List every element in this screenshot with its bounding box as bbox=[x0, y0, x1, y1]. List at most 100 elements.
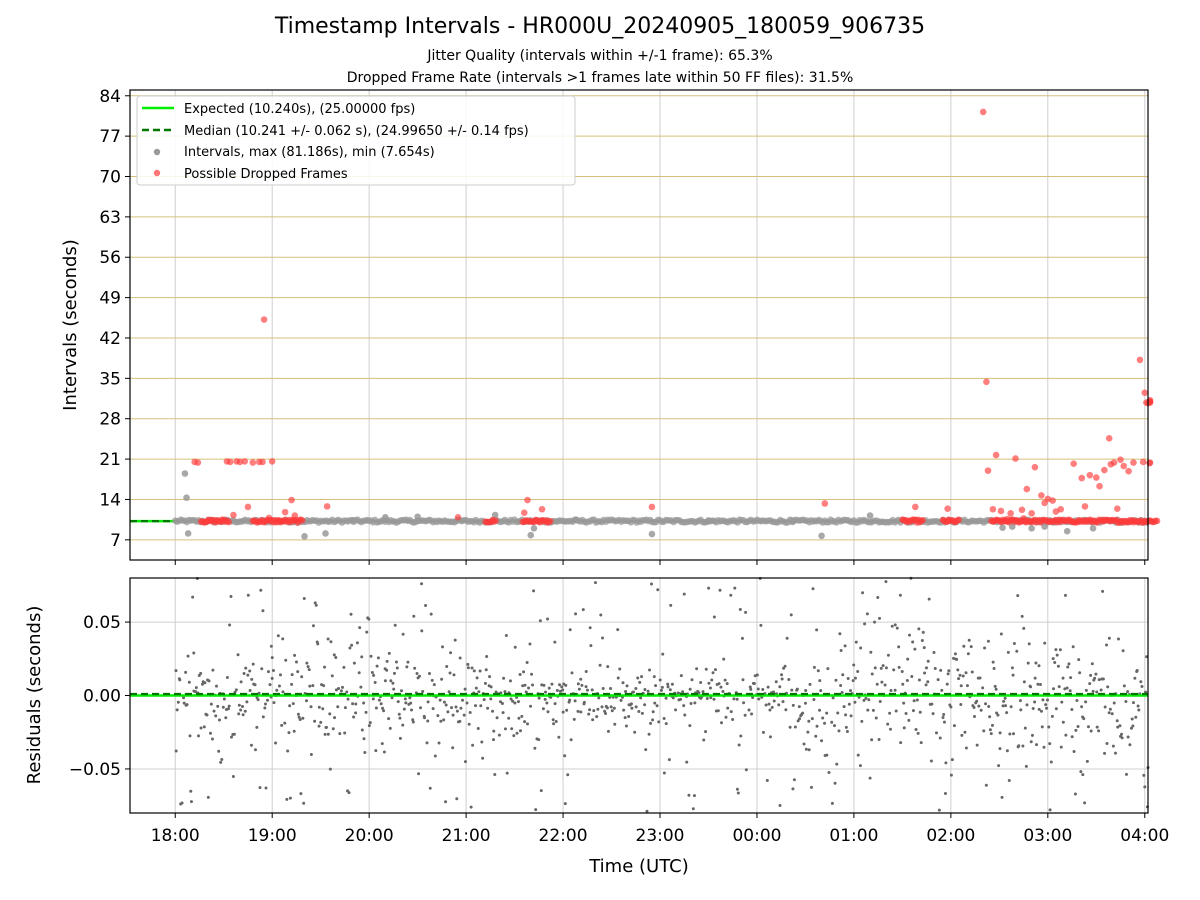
residual-point bbox=[1111, 744, 1115, 748]
residual-point bbox=[622, 708, 626, 712]
residual-point bbox=[691, 807, 695, 811]
residual-point bbox=[253, 748, 257, 752]
residual-point bbox=[716, 709, 720, 713]
residual-point bbox=[543, 697, 547, 701]
residual-point bbox=[674, 708, 678, 712]
residual-point bbox=[1016, 594, 1020, 598]
residual-point bbox=[503, 727, 507, 731]
residual-point bbox=[336, 705, 340, 709]
residual-point bbox=[768, 708, 772, 712]
residual-point bbox=[793, 725, 797, 729]
residual-point bbox=[1113, 751, 1117, 755]
residual-point bbox=[309, 753, 313, 757]
residual-point bbox=[840, 690, 844, 694]
residual-point bbox=[343, 731, 347, 735]
residual-point bbox=[472, 669, 476, 673]
dropped-frame-point bbox=[1130, 459, 1137, 466]
residual-point bbox=[629, 702, 633, 706]
residual-point bbox=[1039, 709, 1043, 713]
residual-point bbox=[893, 623, 897, 627]
residual-point bbox=[846, 676, 850, 680]
xtick-label: 20:00 bbox=[345, 826, 394, 846]
interval-point bbox=[866, 512, 874, 519]
residual-point bbox=[603, 709, 607, 713]
intervals-plot-frame bbox=[129, 89, 1149, 561]
residual-point bbox=[670, 682, 674, 686]
residual-point bbox=[1002, 699, 1006, 703]
dropped-frame-point bbox=[1049, 497, 1056, 504]
residual-point bbox=[329, 640, 333, 644]
residual-point bbox=[1010, 666, 1014, 670]
residual-point bbox=[955, 657, 959, 661]
residual-point bbox=[900, 669, 904, 673]
residual-point bbox=[564, 683, 568, 687]
dropped-frame-point bbox=[538, 505, 546, 513]
residual-point bbox=[299, 792, 303, 796]
residual-point bbox=[503, 690, 507, 694]
residual-point bbox=[856, 753, 860, 757]
residual-point bbox=[601, 687, 605, 691]
residual-point bbox=[537, 696, 541, 700]
residual-point bbox=[982, 729, 986, 733]
residual-point bbox=[978, 676, 982, 680]
residual-point bbox=[197, 673, 201, 677]
residual-point bbox=[923, 671, 927, 675]
residual-point bbox=[205, 713, 209, 717]
residual-point bbox=[709, 696, 713, 700]
residual-point bbox=[232, 732, 236, 736]
residuals-y-axis: −0.05 0.00 0.05 bbox=[69, 613, 130, 780]
residual-point bbox=[449, 651, 453, 655]
chart-title: Timestamp Intervals - HR000U_20240905_18… bbox=[274, 14, 926, 39]
residual-point bbox=[436, 714, 440, 718]
residual-point bbox=[266, 670, 270, 674]
residual-point bbox=[182, 696, 186, 700]
residual-point bbox=[712, 615, 716, 619]
residual-point bbox=[244, 666, 248, 670]
residual-point bbox=[832, 724, 836, 728]
residual-point bbox=[1129, 726, 1133, 730]
residual-point bbox=[983, 646, 987, 650]
residual-point bbox=[546, 710, 550, 714]
residual-point bbox=[943, 792, 947, 796]
residual-point bbox=[217, 749, 221, 753]
residual-point bbox=[1107, 711, 1111, 715]
residual-point bbox=[288, 704, 292, 708]
residual-point bbox=[844, 725, 848, 729]
residual-point bbox=[725, 682, 729, 686]
residual-point bbox=[972, 706, 976, 710]
residual-point bbox=[994, 687, 998, 691]
residual-point bbox=[911, 709, 915, 713]
residual-point bbox=[1054, 707, 1058, 711]
residual-point bbox=[945, 682, 949, 686]
residual-point bbox=[780, 677, 784, 681]
residual-point bbox=[314, 603, 318, 607]
residual-point bbox=[901, 682, 905, 686]
residual-point bbox=[381, 706, 385, 710]
residual-point bbox=[858, 764, 862, 768]
residual-point bbox=[432, 683, 436, 687]
residual-point bbox=[623, 716, 627, 720]
residual-point bbox=[520, 714, 524, 718]
residual-point bbox=[907, 718, 911, 722]
residual-point bbox=[1080, 705, 1084, 709]
residual-point bbox=[365, 630, 369, 634]
residual-point bbox=[1101, 677, 1105, 681]
x-axis-label: Time (UTC) bbox=[588, 856, 689, 877]
residual-point bbox=[886, 653, 890, 657]
dropped-frame-point bbox=[944, 505, 951, 512]
residual-point bbox=[396, 700, 400, 704]
residual-point bbox=[393, 623, 397, 627]
dropped-frame-point bbox=[821, 500, 829, 507]
dropped-frame-point bbox=[520, 509, 528, 517]
residual-point bbox=[870, 738, 874, 742]
residual-point bbox=[332, 653, 336, 657]
residual-point bbox=[613, 722, 617, 726]
residual-point bbox=[453, 638, 457, 642]
residual-point bbox=[770, 705, 774, 709]
interval-point bbox=[818, 532, 825, 540]
dropped-frame-point bbox=[492, 517, 499, 524]
residual-point bbox=[1022, 626, 1026, 630]
residual-point bbox=[1110, 712, 1114, 716]
residual-point bbox=[545, 701, 549, 705]
legend-expected-label: Expected (10.240s), (25.00000 fps) bbox=[184, 102, 415, 117]
